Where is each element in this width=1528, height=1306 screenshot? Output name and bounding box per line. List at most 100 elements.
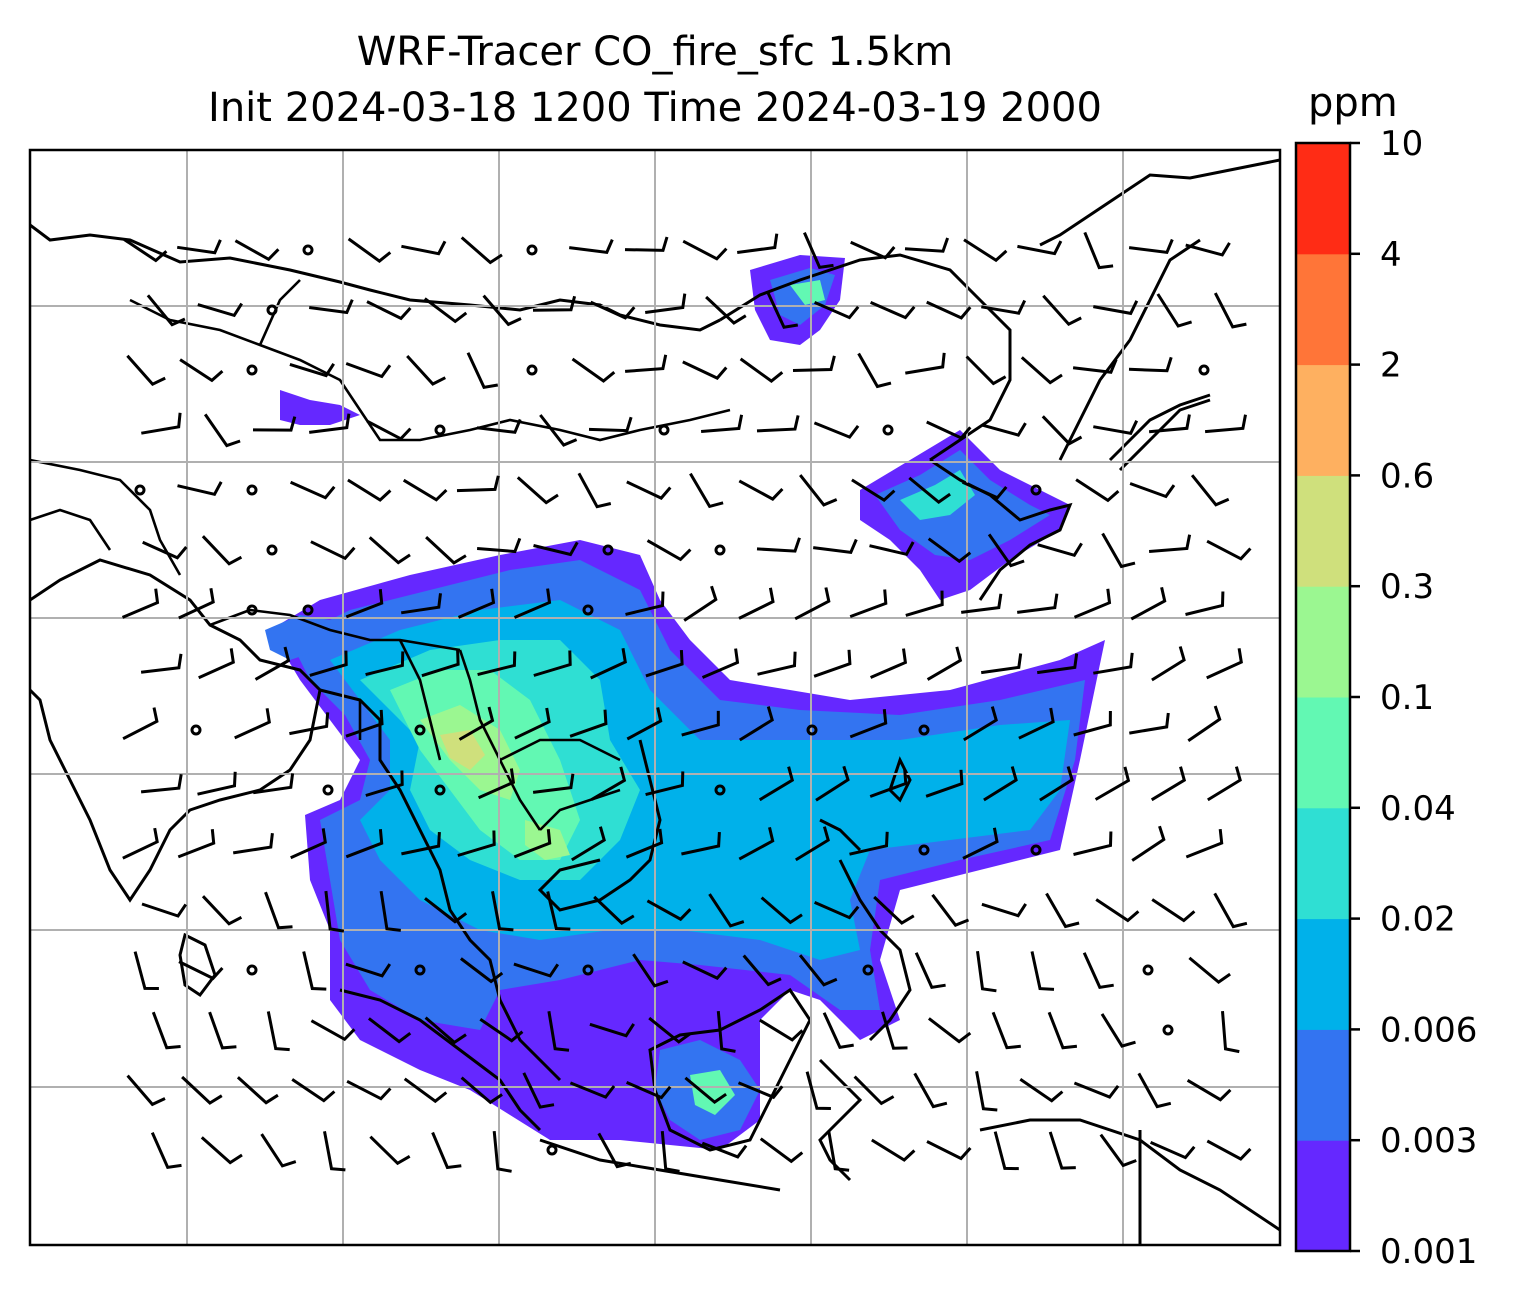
- wind-barb: [309, 299, 354, 315]
- wind-barb: [927, 537, 972, 564]
- wind-barb: [705, 295, 747, 325]
- calm-wind-marker: [302, 244, 314, 256]
- wind-barb: [208, 1011, 237, 1050]
- wind-barb: [597, 1132, 632, 1169]
- wind-barb: [151, 1011, 181, 1050]
- wind-barb: [1095, 898, 1140, 923]
- wind-barbs: [121, 231, 1252, 1173]
- wind-barb: [122, 827, 159, 860]
- wind-barb: [645, 293, 687, 314]
- wind-barb: [626, 707, 663, 741]
- wind-barb: [477, 768, 516, 800]
- wind-barb: [1186, 1079, 1232, 1102]
- wind-barb: [482, 294, 522, 327]
- wind-barb: [681, 832, 721, 856]
- plume-west-2: [265, 615, 330, 660]
- wind-barb: [1093, 300, 1139, 316]
- wind-barb: [683, 585, 718, 622]
- wind-barb: [347, 478, 392, 502]
- wind-barb: [302, 951, 327, 991]
- wind-barb: [756, 537, 801, 553]
- wind-barb: [290, 828, 327, 860]
- calm-wind-marker: [246, 484, 258, 496]
- wind-barb: [1083, 231, 1114, 270]
- wind-barb: [150, 1131, 182, 1170]
- calm-wind-marker: [302, 604, 314, 616]
- wind-barb: [739, 357, 784, 383]
- wind-barb: [310, 1019, 356, 1042]
- wind-barb: [805, 1071, 831, 1110]
- wind-barb: [197, 302, 243, 318]
- wind-barb: [871, 1138, 916, 1162]
- colorbar-segment: [1296, 586, 1350, 698]
- wind-barb: [176, 239, 222, 255]
- calm-wind-marker: [862, 964, 874, 976]
- wind-barb: [759, 1137, 804, 1164]
- wind-barb: [981, 422, 1027, 437]
- wind-barb: [588, 416, 633, 433]
- wind-barb: [1041, 415, 1083, 446]
- wind-barb: [981, 902, 1027, 918]
- colorbar-tick-label: 10: [1380, 124, 1423, 164]
- calm-wind-marker: [434, 784, 446, 796]
- wind-barb: [345, 709, 384, 738]
- wind-barb: [141, 412, 182, 435]
- wind-barb: [365, 770, 404, 797]
- wind-barb: [309, 650, 348, 677]
- wind-barb: [737, 1081, 784, 1100]
- wind-barb: [961, 480, 1008, 500]
- plume-west-1: [280, 390, 360, 425]
- calm-wind-marker: [322, 784, 334, 796]
- wind-barb: [1075, 478, 1120, 503]
- wind-barb: [914, 952, 946, 989]
- wind-barb: [931, 893, 970, 928]
- wind-barb: [1072, 358, 1118, 374]
- wind-barb: [961, 593, 1003, 614]
- wind-barb: [1206, 648, 1243, 680]
- wind-barb: [1073, 588, 1112, 619]
- colorbar-tick-label: 0.04: [1380, 789, 1456, 829]
- wind-barb: [1188, 956, 1231, 984]
- wind-barb: [569, 239, 614, 255]
- wind-barb: [813, 301, 860, 320]
- wind-barb: [1037, 542, 1083, 558]
- wind-barb: [926, 646, 963, 681]
- wind-barb: [569, 1081, 616, 1099]
- wind-barb: [1030, 951, 1055, 991]
- wind-barb: [590, 300, 636, 320]
- wind-barb: [1093, 420, 1139, 435]
- calm-wind-marker: [546, 1144, 558, 1156]
- wind-barb: [827, 1131, 850, 1172]
- colorbar: 0.001 0.003 0.006 0.02 0.04 0.1 0.3 0.6 2 4 10: [1294, 124, 1477, 1272]
- wind-barb: [140, 653, 183, 674]
- wind-barb: [758, 766, 795, 802]
- wind-barb: [1151, 898, 1196, 923]
- wind-barb: [236, 1076, 279, 1105]
- wind-barb: [962, 827, 999, 860]
- wind-barb: [142, 540, 188, 560]
- wind-barb: [425, 536, 467, 565]
- wind-barb: [626, 480, 672, 500]
- colorbar-unit-label: ppm: [1308, 80, 1398, 126]
- plume-level-6b: [525, 820, 570, 860]
- wind-barb: [532, 295, 577, 312]
- wind-barb: [424, 897, 468, 924]
- wind-barb: [431, 1131, 462, 1170]
- wind-barb: [589, 1022, 635, 1038]
- map-area: [30, 150, 1280, 1245]
- wind-barb: [309, 413, 351, 434]
- wind-barb: [532, 773, 575, 794]
- wind-barb: [926, 1140, 972, 1161]
- wind-barb: [815, 765, 850, 802]
- wind-barb: [252, 773, 295, 795]
- wind-barb: [625, 1081, 672, 1100]
- wind-barb: [701, 648, 740, 679]
- wind-barb: [624, 236, 669, 252]
- colorbar-segment: [1296, 807, 1350, 920]
- wind-barb: [1082, 952, 1114, 989]
- calm-wind-marker: [526, 244, 538, 256]
- wind-barb: [813, 649, 852, 678]
- wind-barb: [232, 833, 274, 855]
- wind-barb: [625, 591, 665, 616]
- colorbar-tick-label: 0.1: [1380, 678, 1434, 718]
